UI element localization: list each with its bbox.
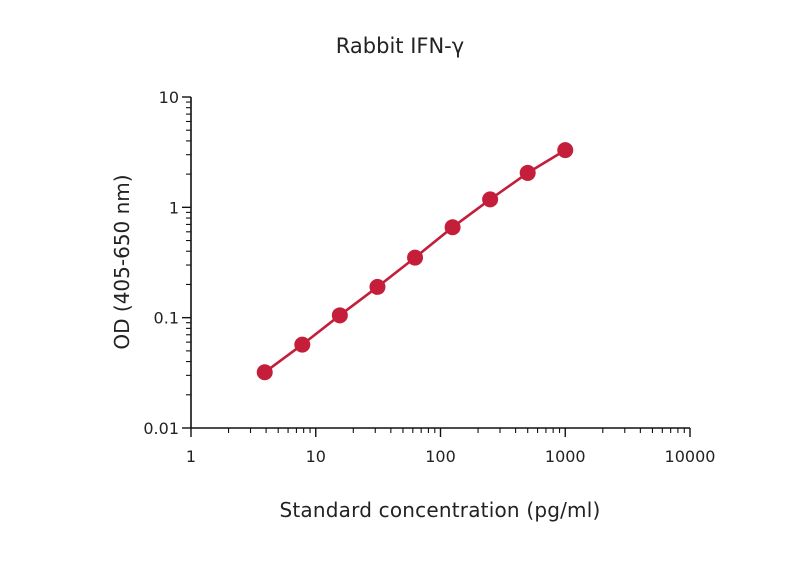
data-point bbox=[444, 219, 461, 236]
x-tick-label: 10000 bbox=[665, 447, 716, 466]
x-axis-label: Standard concentration (pg/ml) bbox=[279, 498, 601, 522]
data-point bbox=[407, 249, 424, 266]
data-point bbox=[331, 307, 348, 324]
x-tick-label: 1000 bbox=[545, 447, 586, 466]
x-tick-label: 10 bbox=[306, 447, 326, 466]
y-tick-label: 10 bbox=[159, 88, 179, 107]
y-tick-label: 0.01 bbox=[143, 419, 179, 438]
data-point bbox=[256, 364, 273, 381]
x-tick-label: 100 bbox=[425, 447, 456, 466]
data-point bbox=[519, 164, 536, 181]
x-tick-label: 1 bbox=[186, 447, 196, 466]
chart-title: Rabbit IFN-γ bbox=[335, 34, 465, 58]
data-point bbox=[482, 191, 499, 208]
y-tick-label: 1 bbox=[169, 198, 179, 217]
y-tick-label: 0.1 bbox=[154, 309, 179, 328]
data-point bbox=[294, 336, 311, 353]
data-point bbox=[557, 142, 574, 159]
data-point bbox=[369, 278, 386, 295]
